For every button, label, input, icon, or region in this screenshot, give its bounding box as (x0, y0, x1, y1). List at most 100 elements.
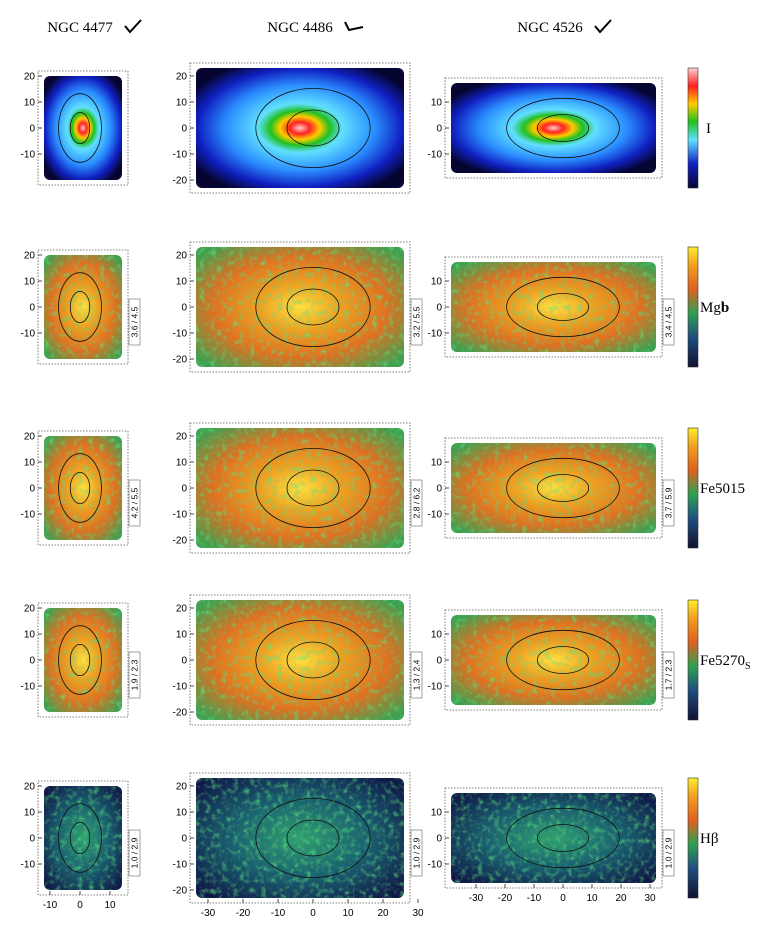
y-tick-label: 10 (176, 808, 188, 819)
y-tick-label: 20 (24, 432, 36, 443)
range-label: 3.2 / 5.5 (412, 306, 422, 337)
row-label: Mgb (700, 300, 729, 316)
contour (58, 453, 102, 523)
panel-frame (444, 437, 663, 539)
map-texture (196, 247, 404, 367)
y-tick-label: 10 (431, 630, 443, 641)
direction-arrow (594, 19, 612, 34)
x-tick-label: 30 (644, 893, 656, 904)
range-label: 3.4 / 4.5 (664, 306, 674, 337)
row-label: I (706, 121, 711, 137)
row-label: Fe5015 (700, 481, 745, 497)
contour (255, 266, 371, 347)
x-tick-label: 0 (560, 893, 566, 904)
colorbar (687, 246, 699, 368)
range-box (128, 298, 141, 346)
x-tick-label: -30 (201, 908, 216, 919)
x-tick-label: 30 (412, 908, 424, 919)
map-texture (44, 436, 122, 540)
y-tick-label: -10 (428, 510, 443, 521)
y-tick-label: -10 (173, 860, 188, 871)
y-tick-label: -10 (173, 150, 188, 161)
y-tick-label: -10 (21, 150, 36, 161)
range-box (662, 479, 675, 527)
range-label: 4.2 / 5.5 (130, 487, 140, 518)
map-texture (196, 600, 404, 720)
y-tick-label: -20 (173, 886, 188, 897)
map-texture (196, 778, 404, 898)
y-tick-label: -10 (21, 860, 36, 871)
x-tick-label: 20 (377, 908, 389, 919)
panel-frame (189, 62, 411, 194)
y-tick-label: 10 (24, 458, 36, 469)
y-tick-label: -10 (173, 510, 188, 521)
y-tick-label: 0 (29, 303, 35, 314)
contour (286, 819, 340, 857)
contour (69, 822, 91, 855)
y-tick-label: 0 (181, 834, 187, 845)
row-label-text: I (706, 121, 711, 137)
range-label: 3.7 / 5.9 (664, 487, 674, 518)
row-label-text: Hβ (700, 831, 718, 847)
range-box (128, 479, 141, 527)
range-label: 3.6 / 4.5 (130, 306, 140, 337)
column-title: NGC 4486 (267, 20, 333, 36)
map (44, 76, 122, 180)
panel-frame (444, 787, 663, 889)
range-box (662, 829, 675, 877)
contour (58, 803, 102, 873)
contour (506, 276, 620, 338)
y-tick-label: 20 (176, 432, 188, 443)
panel-frame (444, 609, 663, 711)
contour (506, 629, 620, 691)
y-tick-label: 20 (24, 604, 36, 615)
range-box (662, 651, 675, 699)
range-box (128, 829, 141, 877)
y-tick-label: -10 (21, 510, 36, 521)
y-tick-label: -20 (173, 536, 188, 547)
panel-frame (189, 594, 411, 726)
colorbar (687, 427, 699, 549)
y-tick-label: 0 (181, 656, 187, 667)
contour (255, 447, 371, 528)
y-tick-label: -10 (428, 150, 443, 161)
y-tick-label: 10 (24, 98, 36, 109)
map-texture (44, 608, 122, 712)
colorbar (687, 777, 699, 899)
range-label: 1.3 / 2.4 (412, 659, 422, 690)
x-tick-label: 20 (615, 893, 627, 904)
contour (255, 798, 371, 879)
colorbar (687, 67, 699, 189)
row-label: Hβ (700, 831, 718, 847)
y-tick-label: 0 (29, 834, 35, 845)
row-label-text: Mg (700, 300, 721, 316)
y-tick-label: -10 (21, 329, 36, 340)
y-tick-label: 10 (24, 808, 36, 819)
y-tick-label: -10 (173, 329, 188, 340)
y-tick-label: 10 (176, 630, 188, 641)
range-box (410, 479, 423, 527)
row-label: Fe5270S (700, 653, 751, 672)
y-tick-label: 0 (29, 656, 35, 667)
y-tick-label: 20 (24, 251, 36, 262)
range-label: 1.7 / 2.3 (664, 659, 674, 690)
y-tick-label: 0 (436, 656, 442, 667)
contour (69, 471, 91, 504)
panel-frame (444, 77, 663, 179)
x-tick-label: 10 (104, 900, 116, 911)
y-tick-label: 20 (176, 251, 188, 262)
range-label: 1.9 / 2.3 (130, 659, 140, 690)
map-texture (451, 262, 656, 352)
y-tick-label: 10 (431, 458, 443, 469)
y-tick-label: 10 (431, 98, 443, 109)
y-tick-label: -10 (173, 682, 188, 693)
x-tick-label: -20 (236, 908, 251, 919)
colorbar (687, 599, 699, 721)
range-box (410, 651, 423, 699)
contour (286, 641, 340, 679)
x-tick-label: 0 (310, 908, 316, 919)
contour (69, 644, 91, 677)
contour (536, 474, 590, 502)
range-box (128, 651, 141, 699)
